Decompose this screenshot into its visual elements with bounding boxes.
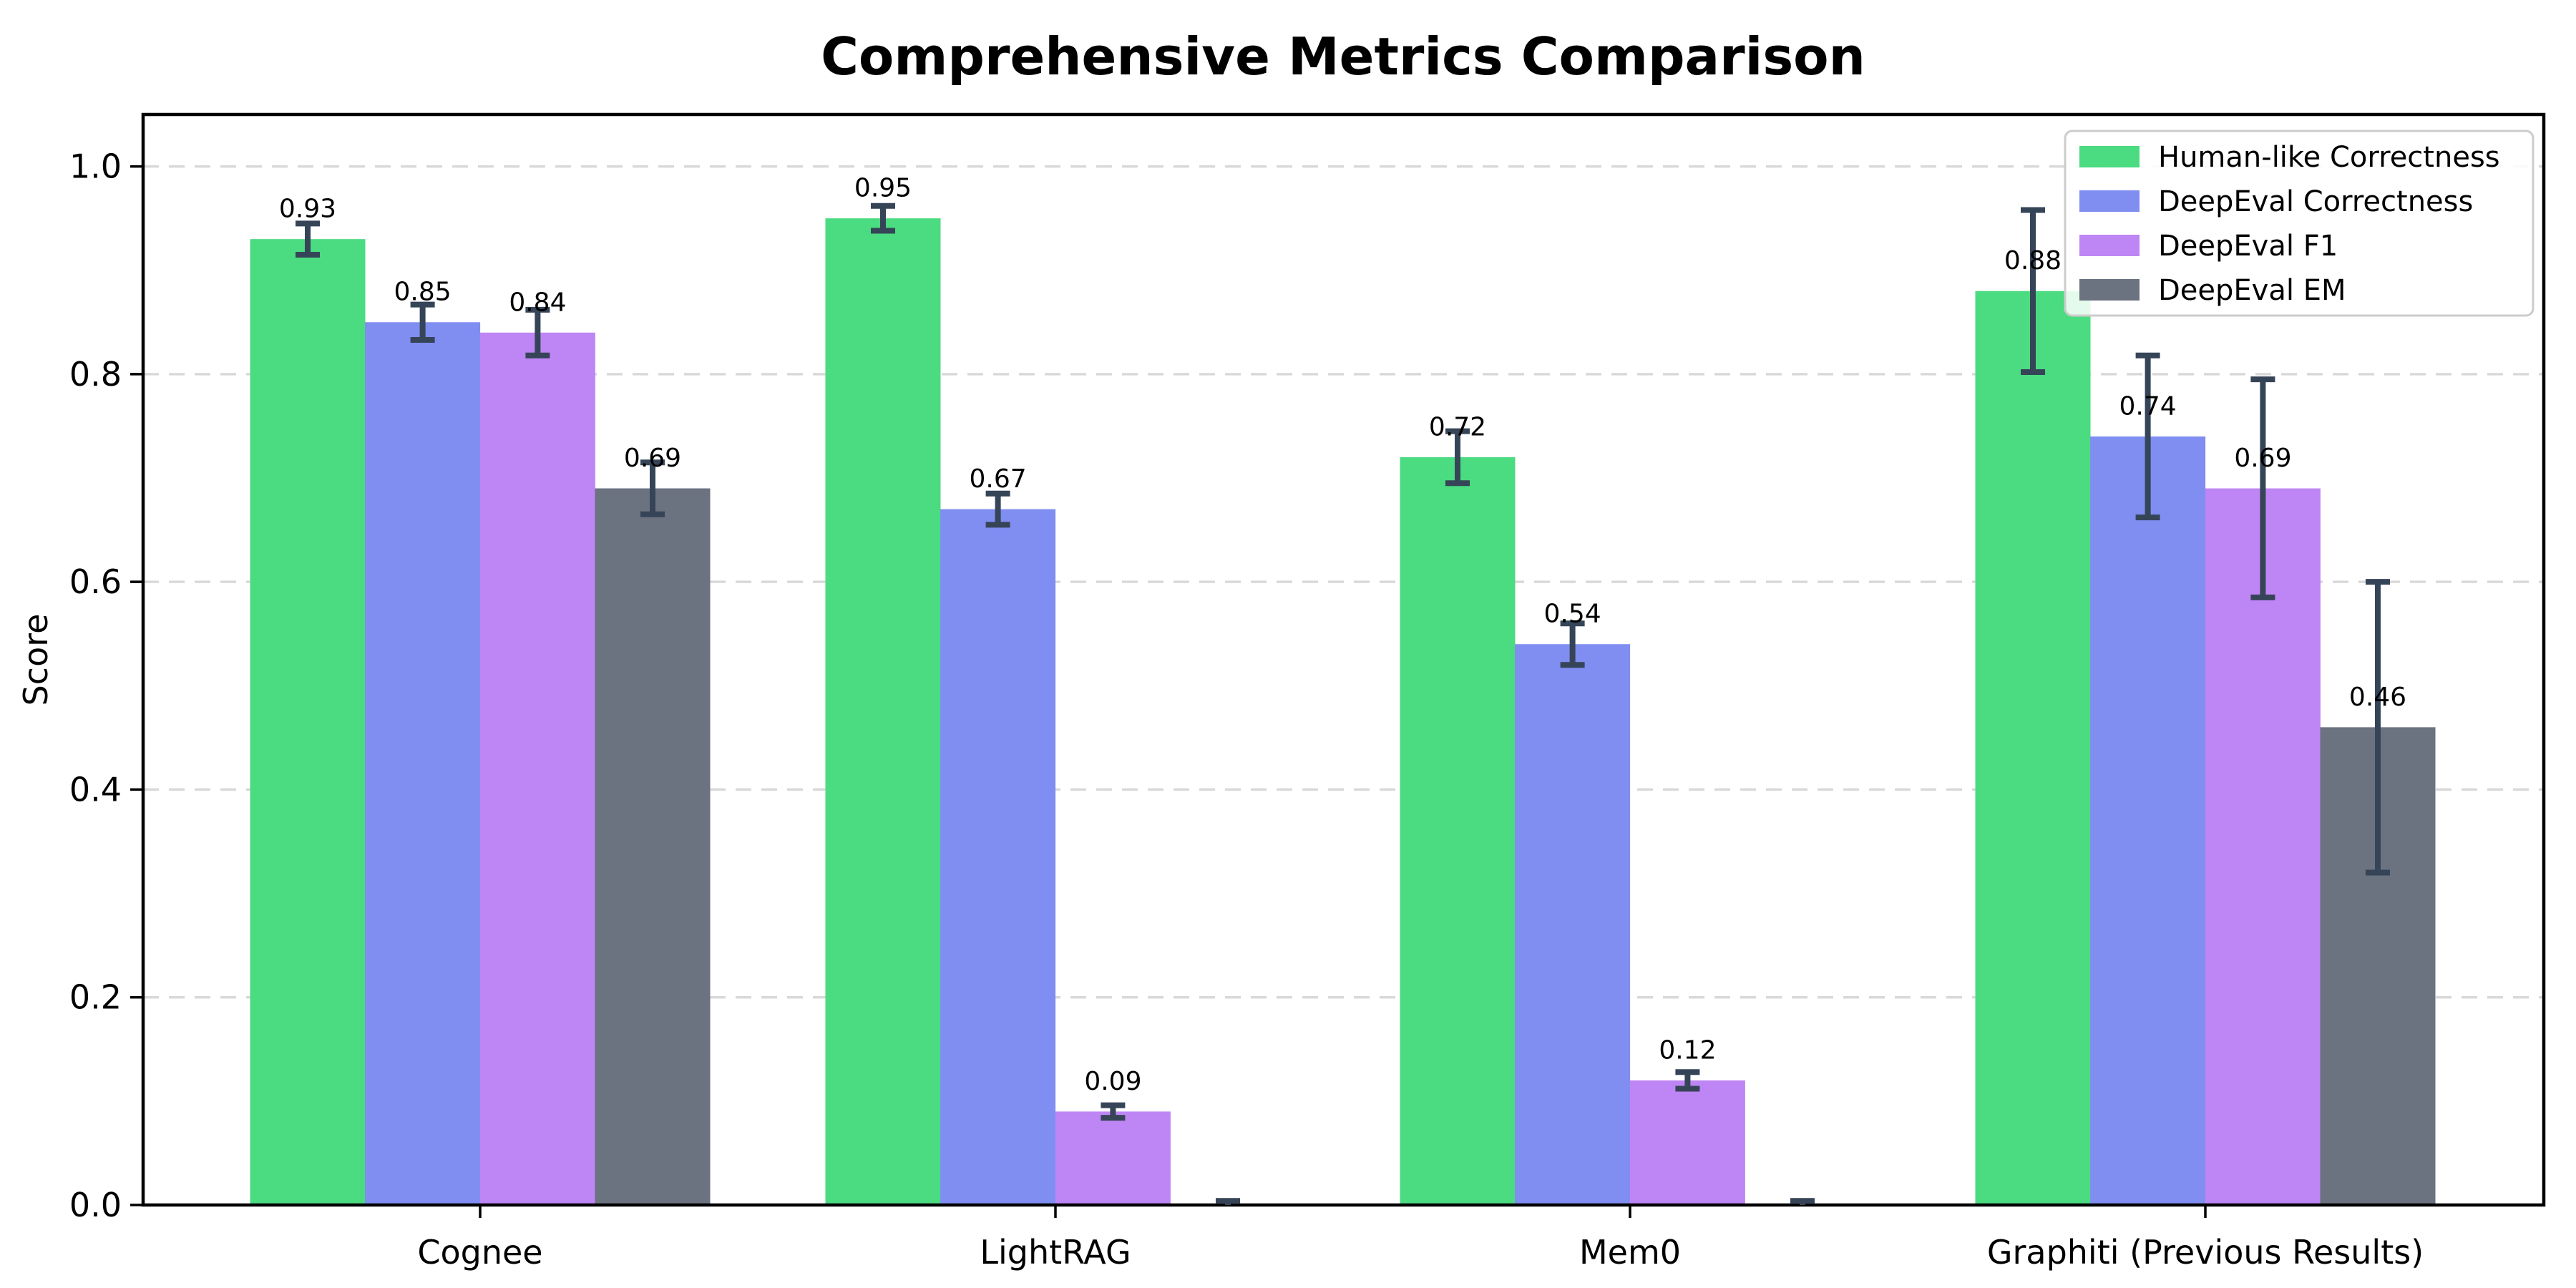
y-tick-label-0.8: 0.8: [69, 355, 122, 394]
chart-title: Comprehensive Metrics Comparison: [821, 26, 1865, 87]
legend-swatch-2: [2079, 190, 2140, 212]
bar-deepeval-f1-3: [1629, 1080, 1745, 1205]
y-tick-label-1.0: 1.0: [69, 147, 122, 186]
y-tick-label-0.2: 0.2: [69, 978, 122, 1017]
y-axis-label: Score: [16, 614, 55, 706]
bar-value-label-s3-c2: 0.09: [1084, 1067, 1141, 1096]
bar-value-label-s4-c4: 0.46: [2349, 683, 2406, 712]
bar-value-label-s1-c3: 0.72: [1429, 412, 1486, 441]
plot-border: [141, 112, 2546, 1207]
y-tick-label-0.4: 0.4: [69, 770, 122, 809]
legend-label-2: DeepEval Correctness: [2158, 185, 2473, 218]
x-tick-label-3: Mem0: [1579, 1233, 1681, 1272]
bar-value-label-s3-c3: 0.12: [1659, 1035, 1716, 1065]
bar-value-label-s2-c4: 0.74: [2119, 391, 2177, 421]
x-tick-label-2: LightRAG: [980, 1233, 1131, 1272]
bar-human-like-correctness-4: [1975, 291, 2091, 1205]
legend-label-1: Human-like Correctness: [2158, 141, 2500, 174]
bar-value-label-s3-c4: 0.69: [2234, 444, 2291, 473]
legend-swatch-3: [2079, 235, 2140, 256]
bar-human-like-correctness-1: [250, 239, 366, 1206]
bar-deepeval-correctness-1: [365, 322, 481, 1206]
bar-deepeval-f1-4: [2205, 488, 2321, 1205]
bar-value-label-s1-c1: 0.93: [279, 195, 336, 224]
legend-swatch-1: [2079, 146, 2140, 167]
bar-value-label-s2-c3: 0.54: [1544, 600, 1601, 629]
bar-value-label-s1-c4: 0.88: [2004, 246, 2062, 275]
x-tick-label-4: Graphiti (Previous Results): [1987, 1233, 2424, 1272]
bars-layer: [250, 218, 2436, 1206]
axis-ticks-layer: [130, 165, 2207, 1218]
bar-human-like-correctness-2: [825, 218, 941, 1206]
axis-spines-layer: [141, 112, 2546, 1207]
error-bars-layer: [296, 203, 2390, 1205]
bar-value-label-s2-c2: 0.67: [970, 464, 1027, 494]
x-tick-label-1: Cognee: [417, 1233, 542, 1272]
bar-value-label-s2-c1: 0.85: [394, 278, 452, 307]
legend: Human-like Correctness DeepEval Correctne…: [2064, 130, 2534, 317]
bar-deepeval-correctness-4: [2090, 436, 2206, 1205]
bar-deepeval-f1-1: [479, 332, 595, 1205]
bar-deepeval-em-1: [595, 488, 711, 1205]
legend-label-3: DeepEval F1: [2158, 230, 2338, 263]
tick-labels-layer: 0.0 0.2 0.4 0.6 0.8 1.0 Cognee LightRAG Mem0 Grap…: [69, 147, 2424, 1272]
bar-value-label-s1-c2: 0.95: [854, 174, 912, 203]
bar-deepeval-correctness-2: [940, 509, 1056, 1205]
legend-box: [2064, 130, 2534, 317]
bar-human-like-correctness-3: [1400, 457, 1516, 1205]
bar-value-label-s3-c1: 0.84: [509, 288, 566, 317]
bar-deepeval-f1-2: [1055, 1111, 1171, 1205]
legend-label-4: DeepEval EM: [2158, 274, 2346, 307]
y-tick-label-0.0: 0.0: [69, 1186, 122, 1224]
bar-value-label-s4-c1: 0.69: [624, 444, 681, 473]
legend-swatch-4: [2079, 279, 2140, 301]
y-tick-label-0.6: 0.6: [69, 562, 122, 601]
bar-deepeval-correctness-3: [1515, 644, 1631, 1205]
bar-value-labels-layer: 0.93 0.95 0.72 0.88 0.85 0.67 0.54 0.74 0.84 0.09…: [279, 174, 2406, 1096]
